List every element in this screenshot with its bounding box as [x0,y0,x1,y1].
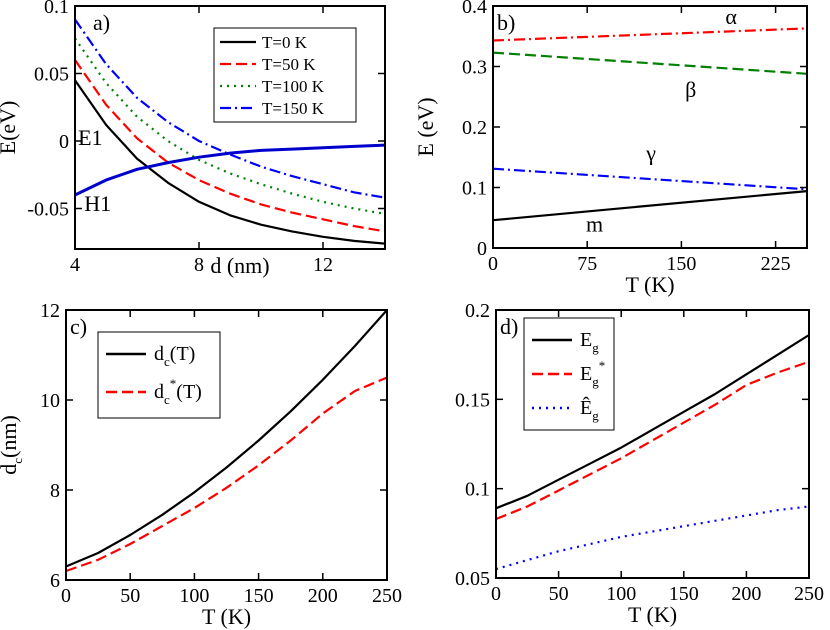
plot-frame [74,5,386,250]
y-tick-label: 8 [50,480,60,502]
annotation-h1: H1 [84,191,111,216]
x-tick-label: 200 [308,585,338,607]
x-tick-label: 100 [606,583,636,605]
legend-label: T=0 K [262,33,308,52]
series-line-- [492,167,808,191]
x-tick-label: 225 [761,253,791,275]
annotation-γ: γ [645,140,656,165]
y-tick-label: 0.1 [44,0,69,18]
y-tick-label: 0.4 [462,0,487,18]
y-axis-label: E (eV) [413,97,438,156]
y-axis-label: E(eV) [0,101,20,155]
series-line-eg [495,334,810,510]
y-tick-label: 0.2 [462,117,487,139]
x-tick-label: 150 [244,585,274,607]
x-tick-label: 4 [70,254,80,276]
x-tick-label: 75 [577,253,597,275]
y-tick-label: -0.05 [27,199,69,221]
panel-c: 0 50 100 150 200 250 6 8 10 12 c) T (K) dc(nm) dc(T) d… [0,300,402,629]
series-line-m [492,190,808,222]
x-axis-label: d (nm) [210,253,269,278]
series-line-eg- [495,360,810,521]
x-tick-label: 150 [669,583,699,605]
x-tick-label: 8 [194,254,204,276]
y-tick-label: 6 [50,570,60,592]
series-line-t-50-k [74,59,386,233]
panel-b: 0 75 150 225 0 0.1 0.2 0.3 0.4 b) T (K) E (eV) α β γ m [413,0,808,297]
y-tick-label: 0.15 [455,389,490,411]
y-tick-label: 12 [40,300,60,322]
y-tick-label: 10 [40,390,60,412]
x-tick-label: 0 [488,253,498,275]
panel-d: 0 50 100 150 200 250 0.05 0.1 0.15 0.2 d) T (K) Eg Eg… [455,300,824,627]
plot-frame [495,309,810,579]
panel-a: 4 8 12 -0.05 0 0.05 0.1 a) d (nm) E(eV) E1 H1 T=0 K T… [0,0,386,278]
series-line-- [492,27,808,42]
x-tick-label: 250 [794,583,824,605]
legend-label: Eg [580,329,599,355]
legend-label: dc*(T) [154,376,202,407]
panel-label: d) [500,314,518,339]
legend-label: dc(T) [154,343,195,369]
y-tick-label: 0.1 [465,479,490,501]
annotation-m: m [586,212,603,237]
y-tick-label: 0.05 [34,64,69,86]
x-tick-label: 50 [549,583,569,605]
x-tick-label: 50 [120,585,140,607]
legend-label: T=50 K [262,55,316,74]
y-tick-label: 0 [59,131,69,153]
series-line-t-100-k [74,37,386,215]
y-tick-label: 0.05 [455,568,490,590]
panel-label: a) [93,10,110,35]
y-tick-label: 0.2 [465,300,490,322]
y-tick-label: 0 [477,238,487,260]
series-line--g [495,505,810,571]
y-tick-label: 0.3 [462,57,487,79]
plot-frame [492,5,808,249]
legend-box [213,27,357,123]
x-tick-label: 200 [731,583,761,605]
panel-label: b) [497,10,515,35]
annotation-β: β [685,77,696,102]
series-line-h1 [74,143,386,197]
x-axis-label: T (K) [625,272,674,297]
series-line-dc-t- [65,376,388,573]
annotation-e1: E1 [78,125,102,150]
legend-box [97,331,221,419]
x-tick-label: 100 [179,585,209,607]
x-tick-label: 0 [491,583,501,605]
plot-frame [65,309,388,581]
x-axis-label: T (K) [628,602,677,627]
legend-label: Êg [580,396,599,423]
series-line-dc-t- [65,309,388,568]
legend-label: Eg* [580,358,605,389]
y-axis-label: dc(nm) [0,415,25,475]
y-tick-label: 0.1 [462,178,487,200]
annotation-α: α [725,4,737,29]
legend-label: T=100 K [262,77,325,96]
x-tick-label: 250 [372,585,402,607]
series-line-- [492,51,808,75]
x-tick-label: 0 [61,585,71,607]
x-axis-label: T (K) [202,604,251,629]
x-tick-label: 150 [666,253,696,275]
x-tick-label: 12 [313,254,333,276]
series-line-t-150-k [74,18,386,199]
legend-label: T=150 K [262,99,325,118]
series-line-t-0-k [74,79,386,245]
panel-label: c) [70,314,87,339]
